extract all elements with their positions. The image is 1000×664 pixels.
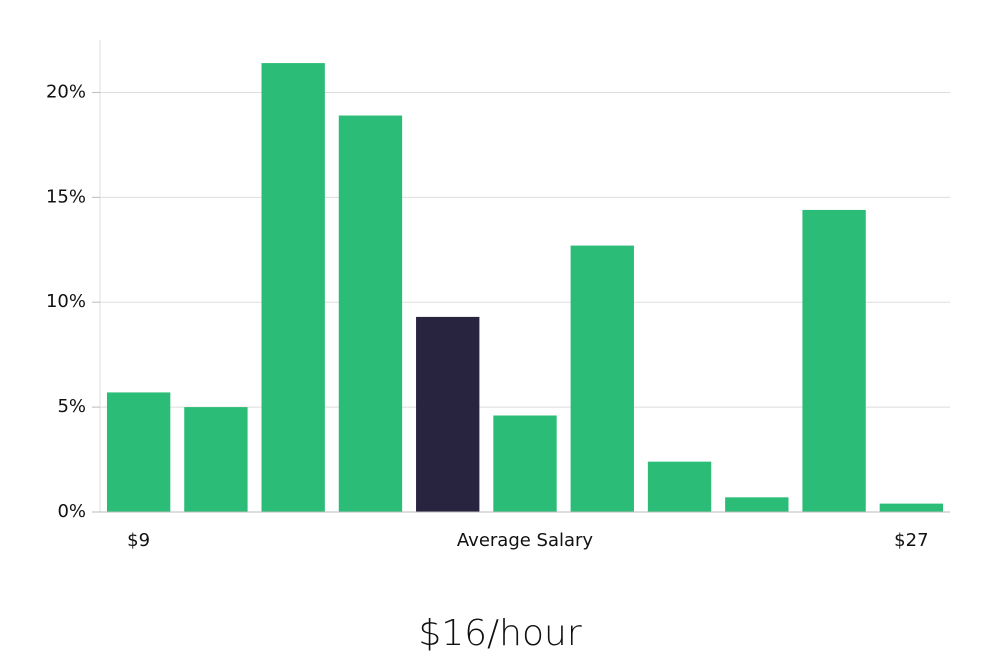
- bar: [416, 316, 480, 512]
- bar: [725, 497, 789, 512]
- y-tick-label: 10%: [46, 291, 86, 312]
- y-tick-label: 20%: [46, 81, 86, 102]
- bar: [647, 461, 712, 512]
- x-tick-label: $9: [127, 530, 150, 551]
- x-tick-label: Average Salary: [457, 530, 594, 551]
- bar: [493, 415, 557, 512]
- bar: [184, 407, 248, 512]
- y-tick-label: 0%: [57, 501, 86, 522]
- bar: [570, 245, 634, 513]
- bar: [106, 392, 171, 512]
- bar: [261, 63, 325, 512]
- chart-subtitle: $16/hour: [418, 613, 582, 654]
- x-tick-label: $27: [894, 530, 928, 551]
- bar: [879, 503, 944, 512]
- y-tick-label: 5%: [57, 396, 86, 417]
- y-tick-label: 15%: [46, 186, 86, 207]
- bar: [802, 209, 866, 513]
- bar: [338, 115, 403, 513]
